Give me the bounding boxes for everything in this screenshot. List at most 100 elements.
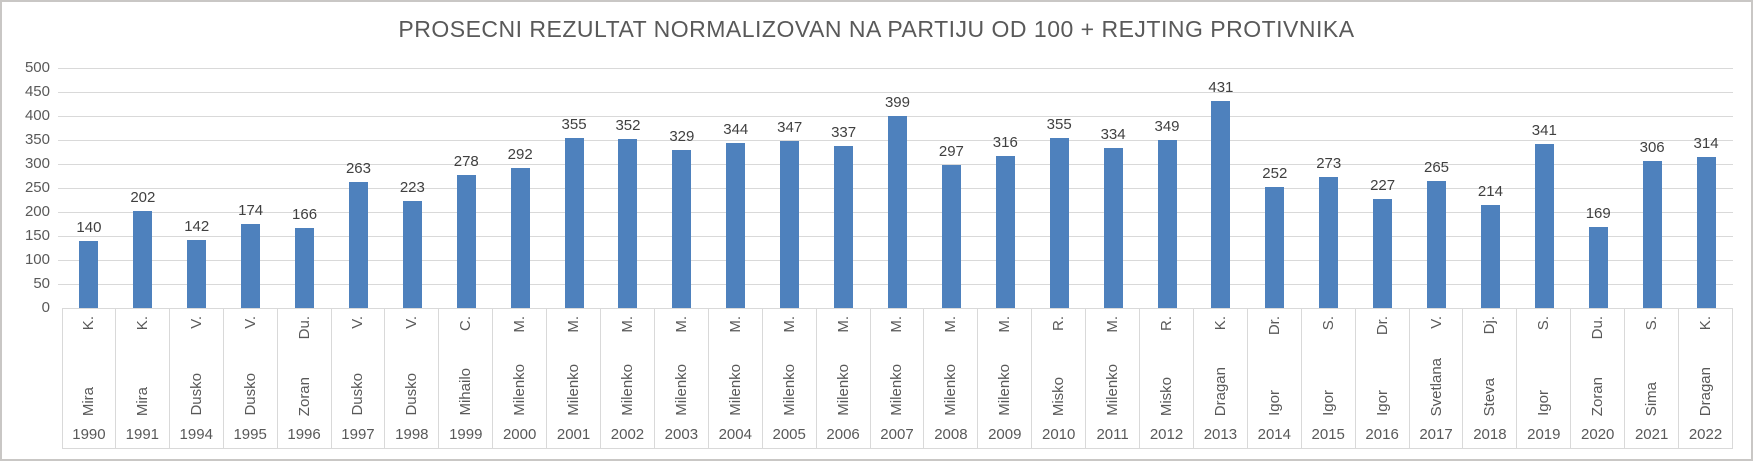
bar-value-label: 202 xyxy=(130,189,156,207)
opponent-initial-label: M. xyxy=(565,316,583,333)
bar xyxy=(348,181,368,308)
bar xyxy=(1642,161,1662,308)
category-cell: M. Milenko 2007 xyxy=(871,309,925,448)
opponent-name: M. Milenko xyxy=(493,316,546,416)
opponent-initial-label: M. xyxy=(888,316,906,333)
bar xyxy=(187,239,207,308)
opponent-initial-label: R. xyxy=(1050,316,1068,331)
bar-value-label: 292 xyxy=(507,145,533,163)
opponent-name: K. Mira xyxy=(63,316,115,416)
opponent-name: R. Misko xyxy=(1140,316,1193,416)
opponent-firstname-label: Dusko xyxy=(187,373,205,416)
bar xyxy=(888,116,907,308)
opponent-firstname-label: Milenko xyxy=(834,364,852,416)
opponent-initial-label: M. xyxy=(942,316,960,333)
bar xyxy=(1319,176,1339,308)
year-label: 2012 xyxy=(1149,426,1184,443)
bar xyxy=(834,146,854,308)
bar xyxy=(1480,205,1500,308)
year-label: 1997 xyxy=(341,426,375,443)
opponent-initial-label: R. xyxy=(1158,316,1175,331)
opponent-firstname-label: Igor xyxy=(1535,390,1553,416)
opponent-initial-label: V. xyxy=(187,316,205,329)
bar-value-label: 316 xyxy=(992,134,1018,152)
opponent-initial-label: S. xyxy=(1643,316,1661,331)
category-cell: Du. Zoran 1996 xyxy=(278,309,332,448)
year-label: 2018 xyxy=(1473,426,1507,443)
y-axis-tick-label: 350 xyxy=(24,131,50,148)
opponent-name: V. Dusko xyxy=(170,316,223,416)
bar-value-label: 263 xyxy=(345,159,371,177)
category-cell: S. Sima 2021 xyxy=(1625,309,1680,448)
bar-value-label: 140 xyxy=(76,218,102,236)
year-label: 2015 xyxy=(1311,426,1345,443)
gridline xyxy=(58,68,1733,69)
bar-value-label: 431 xyxy=(1208,79,1234,97)
opponent-firstname-label: Zoran xyxy=(1589,376,1607,416)
bar xyxy=(1427,180,1447,308)
opponent-initial-label: M. xyxy=(1104,316,1122,333)
opponent-name: M. Milenko xyxy=(601,316,654,416)
opponent-name: M. Milenko xyxy=(709,316,762,416)
year-label: 2007 xyxy=(880,426,914,443)
year-label: 2020 xyxy=(1581,426,1615,443)
year-label: 2005 xyxy=(772,426,806,443)
year-label: 2017 xyxy=(1419,426,1453,443)
year-label: 2003 xyxy=(664,426,699,443)
bar xyxy=(780,141,800,308)
category-cell: Du. Zoran 2020 xyxy=(1571,309,1626,448)
opponent-name: M. Milenko xyxy=(655,316,708,416)
opponent-initial-label: V. xyxy=(1427,316,1445,329)
year-label: 2021 xyxy=(1634,426,1669,443)
bar-value-label: 278 xyxy=(453,152,479,170)
category-cell: V. Dusko 1995 xyxy=(224,309,278,448)
opponent-firstname-label: Milenko xyxy=(618,364,636,416)
bar-value-label: 347 xyxy=(777,119,803,137)
bar xyxy=(672,150,692,308)
opponent-initial-label: Du. xyxy=(1589,316,1607,340)
category-cell: K. Dragan 2013 xyxy=(1194,309,1248,448)
category-cell: M. Milenko 2001 xyxy=(547,309,602,448)
bar-value-label: 174 xyxy=(238,202,264,220)
year-label: 2022 xyxy=(1688,426,1723,443)
year-label: 1999 xyxy=(449,426,483,443)
opponent-name: Dr. Igor xyxy=(1248,316,1301,416)
bar-value-label: 252 xyxy=(1262,165,1288,183)
category-cell: Dr. Igor 2016 xyxy=(1356,309,1410,448)
opponent-name: V. Dusko xyxy=(332,316,385,416)
year-label: 2016 xyxy=(1365,426,1399,443)
year-label: 2009 xyxy=(988,426,1022,443)
category-cell: M. Milenko 2008 xyxy=(924,309,979,448)
bar-value-label: 166 xyxy=(292,206,318,224)
category-cell: V. Dusko 1998 xyxy=(385,309,440,448)
year-label: 2013 xyxy=(1203,426,1238,443)
bar xyxy=(1157,140,1177,308)
opponent-firstname-label: Dusko xyxy=(349,373,367,416)
year-label: 2006 xyxy=(826,426,860,443)
opponent-name: V. Dusko xyxy=(385,316,438,416)
category-cell: C. Mihailo 1999 xyxy=(439,309,494,448)
category-cell: S. Igor 2019 xyxy=(1517,309,1572,448)
y-axis-tick-label: 400 xyxy=(24,107,50,124)
category-cell: K. Dragan 2022 xyxy=(1679,309,1733,448)
bar xyxy=(241,224,261,308)
opponent-name: Du. Zoran xyxy=(1571,316,1624,416)
opponent-firstname-label: Igor xyxy=(1373,390,1391,416)
opponent-name: M. Milenko xyxy=(817,316,870,416)
category-cell: K. Mira 1991 xyxy=(116,309,170,448)
year-label: 1996 xyxy=(287,426,321,443)
opponent-firstname-label: Dusko xyxy=(241,373,259,416)
opponent-firstname-label: Milenko xyxy=(996,364,1014,416)
opponent-firstname-label: Steva xyxy=(1481,377,1499,416)
bar-value-label: 355 xyxy=(561,115,587,133)
bar xyxy=(564,137,584,308)
bar-value-label: 352 xyxy=(615,117,641,135)
category-cell: S. Igor 2015 xyxy=(1302,309,1356,448)
year-label: 1994 xyxy=(179,426,213,443)
opponent-firstname-label: Milenko xyxy=(672,364,690,416)
y-axis-tick-label: 450 xyxy=(24,83,50,100)
opponent-name: M. Milenko xyxy=(924,316,977,416)
category-cell: M. Milenko 2003 xyxy=(655,309,709,448)
year-label: 1991 xyxy=(125,426,160,443)
